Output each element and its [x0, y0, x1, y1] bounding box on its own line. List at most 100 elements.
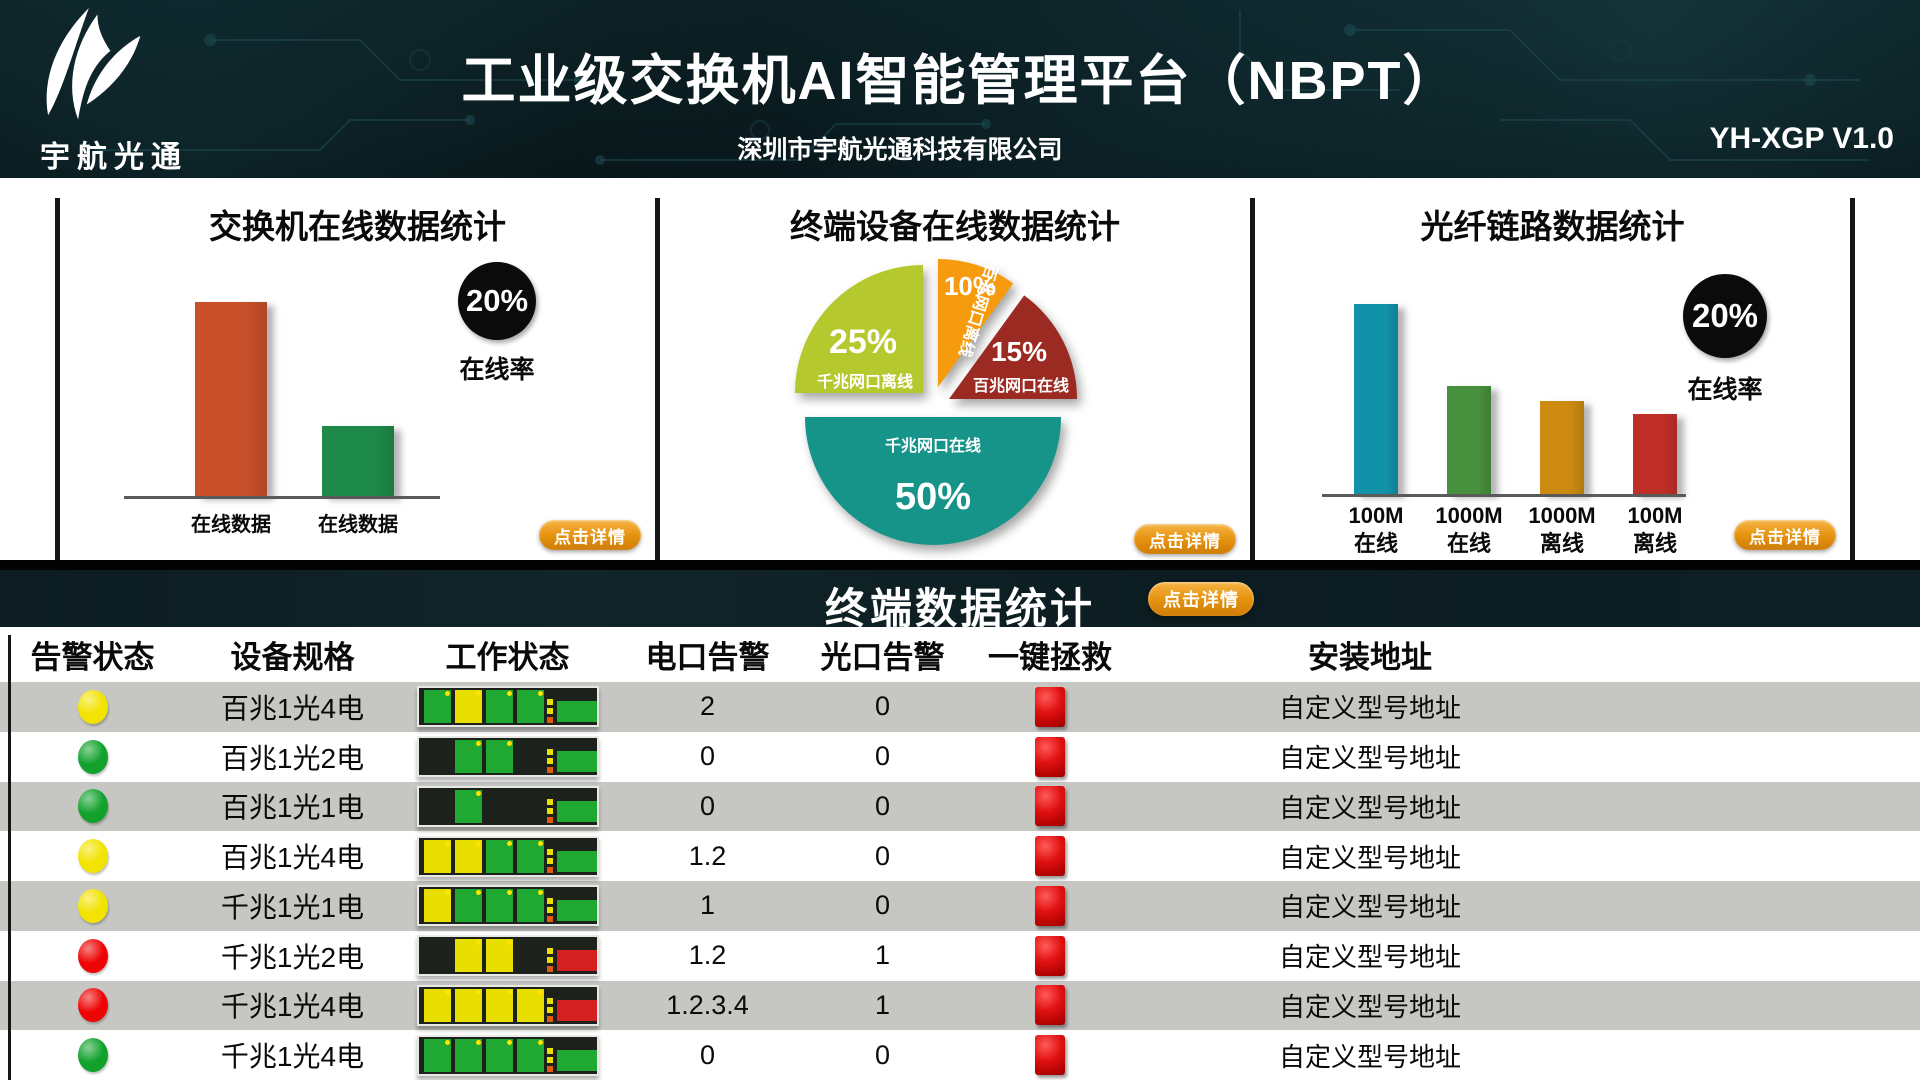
- electrical-port: [423, 1038, 451, 1072]
- port-indicator-dot: [475, 840, 481, 846]
- rescue-button[interactable]: [1035, 686, 1065, 727]
- version-label: YH-XGP V1.0: [1709, 122, 1894, 155]
- bar-column: 1000M 离线: [1528, 304, 1596, 556]
- electrical-port: [423, 889, 451, 923]
- online-rate-value: 20%: [1691, 297, 1759, 334]
- optical-alarm-value: 0: [874, 890, 891, 921]
- optical-port: [556, 800, 597, 822]
- alarm-status-cell: [0, 732, 185, 782]
- details-button[interactable]: 点击详情: [1734, 520, 1836, 550]
- port-indicator-dot: [506, 1039, 512, 1045]
- terminal-stats-panel: 终端设备在线数据统计 25% 千兆网口离线 10% 百兆网口离线 15% 百兆网…: [655, 198, 1250, 560]
- switch-bar-chart: 在线数据 在线数据: [191, 302, 398, 536]
- optical-port: [556, 999, 597, 1021]
- alarm-status-cell: [0, 782, 185, 832]
- rescue-button[interactable]: [1035, 885, 1065, 926]
- port-status-widget: [416, 935, 599, 977]
- rescue-button[interactable]: [1035, 935, 1065, 976]
- electrical-port: [454, 988, 482, 1022]
- bar-label: 1000M 在线: [1435, 503, 1503, 556]
- rescue-button[interactable]: [1035, 786, 1065, 827]
- electrical-alarm-value: 0: [699, 790, 716, 821]
- table-header-row: 告警状态 设备规格 工作状态 电口告警 光口告警 一键拯救 安装地址: [0, 627, 1920, 682]
- rescue-button[interactable]: [1035, 836, 1065, 877]
- install-address: 自定义型号地址: [1278, 842, 1461, 873]
- optical-port: [556, 850, 597, 872]
- work-status-cell: [400, 931, 615, 981]
- port-status-widget: [416, 885, 599, 927]
- status-led: [546, 997, 553, 1004]
- pie-slice-fast-online: 15% 百兆网口在线: [949, 295, 1077, 399]
- alarm-status-cell: [0, 831, 185, 881]
- electrical-port: [516, 690, 544, 724]
- table-row: 百兆1光1电 0 0 自定义型号地址: [0, 781, 1920, 832]
- electrical-port: [485, 988, 513, 1022]
- alarm-status-dot: [77, 988, 108, 1023]
- status-led: [546, 708, 553, 715]
- port-indicator-dot: [475, 741, 481, 747]
- optical-alarm-value: 0: [874, 691, 891, 722]
- col-electrical-alarm: 电口告警: [645, 640, 770, 675]
- alarm-status-cell: [0, 1030, 185, 1080]
- status-led: [546, 857, 553, 864]
- install-address: 自定义型号地址: [1278, 892, 1461, 923]
- logo-text: 宇航光通: [40, 141, 188, 174]
- install-address: 自定义型号地址: [1278, 1041, 1461, 1072]
- table-row: 百兆1光4电 1.2 0 自定义型号地址: [0, 831, 1920, 881]
- alarm-status-dot: [77, 1038, 108, 1073]
- details-button[interactable]: 点击详情: [1134, 524, 1236, 554]
- port-indicator-dot: [506, 840, 512, 846]
- electrical-alarm-value: 0: [699, 741, 716, 772]
- optical-port: [556, 1049, 597, 1071]
- slice-pct: 15%: [991, 336, 1047, 367]
- table-row: 百兆1光4电 2 0 自定义型号地址: [0, 682, 1920, 732]
- rescue-cell: [965, 682, 1135, 732]
- bar-label: 在线数据: [191, 514, 271, 536]
- port-status-widget: [416, 736, 599, 778]
- electrical-alarm-value: 0: [699, 1039, 716, 1070]
- bar: [1633, 414, 1677, 494]
- terminal-stats-section-bar: 终端数据统计 点击详情: [0, 560, 1920, 632]
- port-indicator-dot: [537, 840, 543, 846]
- port-indicator-dot: [475, 1039, 481, 1045]
- status-led: [546, 1015, 553, 1022]
- bar: [1540, 401, 1584, 494]
- rescue-button[interactable]: [1035, 1035, 1065, 1076]
- electrical-port: [516, 839, 544, 873]
- port-indicator-dot: [475, 940, 481, 946]
- status-led: [546, 1065, 553, 1072]
- port-indicator-dot: [444, 840, 450, 846]
- optical-alarm-value: 0: [874, 1039, 891, 1070]
- online-rate-value: 20%: [465, 283, 529, 318]
- status-led: [546, 758, 553, 765]
- rescue-button[interactable]: [1035, 736, 1065, 777]
- company-subtitle: 深圳市宇航光通科技有限公司: [737, 136, 1063, 164]
- electrical-alarm-value: 1.2: [688, 940, 727, 971]
- online-rate-label: 在线率: [1687, 376, 1763, 404]
- alarm-status-dot: [77, 689, 108, 724]
- optical-port: [556, 701, 597, 723]
- logo: 宇航光通: [26, 8, 226, 174]
- status-led: [546, 807, 553, 814]
- rescue-button[interactable]: [1035, 985, 1065, 1026]
- fiber-bar-chart: 100M 在线 1000M 在线 1000M 离线 100M 离线: [1348, 304, 1683, 556]
- device-spec: 千兆1光4电: [220, 1041, 365, 1073]
- details-button[interactable]: 点击详情: [539, 520, 641, 550]
- table-row: 千兆1光4电 0 0 自定义型号地址: [0, 1030, 1920, 1080]
- electrical-port: [423, 690, 451, 724]
- status-led: [546, 916, 553, 923]
- page-title: 工业级交换机AI智能管理平台（NBPT）: [461, 51, 1459, 111]
- details-button[interactable]: 点击详情: [1148, 582, 1254, 616]
- electrical-port: [485, 939, 513, 973]
- electrical-port: [454, 889, 482, 923]
- port-status-widget: [416, 785, 599, 827]
- port-status-widget: [416, 686, 599, 728]
- electrical-port: [454, 839, 482, 873]
- pie-slice-gigabit-offline: 25% 千兆网口离线: [795, 265, 923, 393]
- port-indicator-dot: [506, 890, 512, 896]
- bar: [195, 302, 267, 496]
- port-indicator-dot: [506, 691, 512, 697]
- status-led: [546, 699, 553, 706]
- rescue-cell: [965, 981, 1135, 1031]
- status-led: [546, 1047, 553, 1054]
